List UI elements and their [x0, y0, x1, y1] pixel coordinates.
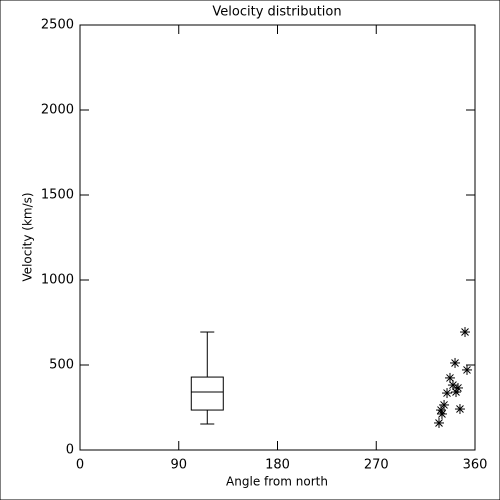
x-tick-label: 270 — [364, 458, 389, 473]
y-tick-label: 1000 — [41, 273, 74, 288]
asterisk-point — [434, 417, 445, 428]
y-tick-label: 0 — [66, 443, 74, 458]
asterisk-point — [436, 408, 447, 419]
y-tick-label: 2000 — [41, 103, 74, 118]
asterisk-stroke — [449, 381, 457, 389]
asterisk-stroke — [438, 410, 446, 418]
x-tick-label: 360 — [463, 458, 488, 473]
x-tick-label: 0 — [76, 458, 84, 473]
asterisk-stroke — [443, 389, 451, 397]
asterisk-point — [450, 357, 461, 368]
asterisk-point — [439, 399, 450, 410]
asterisk-stroke — [463, 366, 471, 374]
x-tick-label: 180 — [265, 458, 290, 473]
y-tick-label: 500 — [49, 358, 74, 373]
box — [190, 376, 224, 411]
asterisk-point — [454, 404, 465, 415]
asterisk-stroke — [451, 359, 459, 367]
x-axis-label: Angle from north — [226, 475, 328, 489]
asterisk-point — [461, 364, 472, 375]
chart-title: Velocity distribution — [212, 5, 341, 20]
asterisk-point — [460, 327, 471, 338]
asterisk-stroke — [446, 374, 454, 382]
asterisk-point — [444, 372, 455, 383]
asterisk-stroke — [437, 406, 445, 414]
y-axis-label: Velocity (km/s) — [21, 192, 35, 281]
y-tick-label: 1500 — [41, 188, 74, 203]
y-tick-label: 2500 — [41, 18, 74, 33]
asterisk-stroke — [461, 328, 469, 336]
asterisk-stroke — [456, 405, 464, 413]
asterisk-stroke — [435, 419, 443, 427]
asterisk-stroke — [440, 401, 448, 409]
asterisk-stroke — [452, 388, 460, 396]
asterisk-point — [442, 388, 453, 399]
asterisk-point — [452, 382, 463, 393]
asterisk-point — [451, 387, 462, 398]
x-tick-label: 90 — [170, 458, 187, 473]
